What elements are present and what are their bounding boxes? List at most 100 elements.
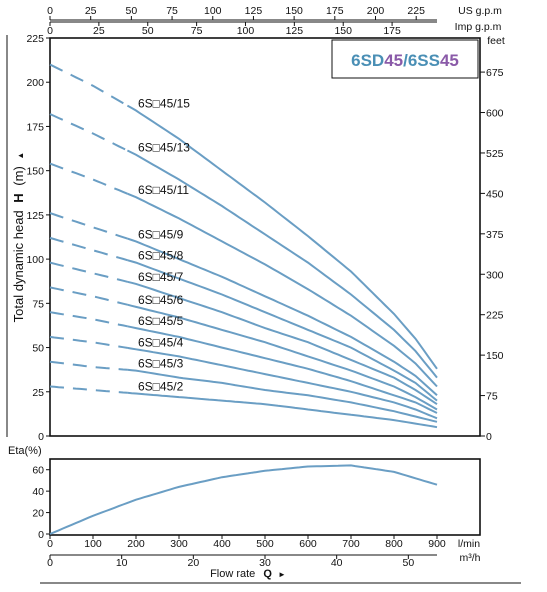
top1-tick-label: 150	[285, 5, 303, 17]
head-y-tick-label: 125	[26, 210, 44, 222]
head-curve-label: 6S□45/11	[138, 183, 189, 197]
head-feet-tick-label: 150	[486, 350, 504, 362]
head-feet-tick-label: 600	[486, 108, 504, 120]
flow-m3h-tick-label: 40	[331, 557, 343, 569]
head-curve-label: 6S□45/9	[138, 227, 184, 241]
flow-m3h-tick-label: 30	[259, 557, 271, 569]
head-curve-dashed	[49, 360, 128, 371]
head-curve-dashed	[49, 236, 128, 262]
flow-lmin-tick-label: 500	[256, 538, 274, 550]
head-curve-label: 6S□45/8	[138, 249, 184, 263]
flow-axis-symbol: Q	[263, 568, 272, 580]
flow-lmin-tick-label: 800	[385, 538, 403, 550]
head-y-tick-label: 100	[26, 254, 44, 266]
head-curve-solid	[127, 346, 438, 420]
flow-lmin-tick-label: 0	[47, 538, 53, 550]
flow-axis-label-text: Flow rate	[210, 568, 255, 580]
head-y-axis-label: Total dynamic head H (m) ▲	[11, 152, 26, 323]
eta-curve-line	[49, 464, 438, 535]
head-curve-label: 6S□45/6	[138, 293, 184, 307]
top2-tick-label: 175	[383, 25, 401, 37]
head-curve-dashed	[49, 212, 128, 240]
head-feet-tick-label: 525	[486, 148, 504, 160]
top2-tick-label: 75	[191, 25, 203, 37]
eta-y-tick-label: 60	[32, 465, 44, 477]
top1-tick-label: 175	[326, 5, 344, 17]
head-y-axis-symbol: H	[11, 193, 26, 202]
head-curve-solid	[127, 259, 438, 402]
eta-y-tick-label: 0	[38, 529, 44, 541]
head-curve-dashed	[49, 113, 128, 152]
flow-m3h-tick-label: 10	[116, 557, 128, 569]
head-curve-solid	[127, 391, 438, 429]
top-axis-imp-gpm: 0 25 50 75 100 125 150 175 Imp g.p.m	[47, 21, 502, 37]
head-y-axis-label-text: Total dynamic head	[11, 210, 26, 322]
top1-tick-label: 75	[166, 5, 178, 17]
head-curve-label: 6S□45/15	[138, 97, 190, 111]
top2-tick-label: 150	[334, 25, 352, 37]
flow-m3h-unit: m³/h	[460, 552, 481, 564]
eta-y-axis-ticks: 0 20 40 60	[32, 465, 50, 541]
head-curve-label: 6S□45/5	[138, 314, 184, 328]
top1-tick-label: 200	[367, 5, 385, 17]
flow-m3h-tick-label: 0	[47, 557, 53, 569]
head-curve-solid	[127, 192, 438, 388]
head-feet-tick-label: 225	[486, 310, 504, 322]
head-y-axis-arrow: ▲	[16, 152, 25, 160]
head-curve-label: 6S□45/7	[138, 270, 184, 284]
head-y-tick-label: 0	[38, 431, 44, 443]
top1-tick-label: 50	[126, 5, 138, 17]
head-y-tick-label: 225	[26, 33, 44, 45]
title-part-2: 45	[384, 51, 403, 70]
flow-lmin-axis-ticks: 0 100 200 300 400 500 600 700 800 900	[47, 535, 446, 550]
eta-y-tick-label: 40	[32, 486, 44, 498]
title-part-4: 45	[440, 51, 459, 70]
head-y-tick-label: 175	[26, 121, 44, 133]
top2-tick-label: 125	[286, 25, 304, 37]
head-plot-frame	[49, 37, 481, 437]
head-feet-tick-label: 675	[486, 67, 504, 79]
top-axis-us-gpm: 0 25 50 75 100 125 150 175 200 225 US g.p.m	[47, 5, 502, 21]
head-curve-dashed	[49, 63, 128, 107]
top-axis-us-gpm-unit: US g.p.m	[458, 5, 502, 17]
flow-lmin-tick-label: 900	[428, 538, 446, 550]
head-curve-dashed	[49, 162, 128, 195]
head-curve-dashed	[49, 261, 128, 283]
head-feet-tick-label: 75	[486, 391, 498, 403]
head-y-tick-label: 50	[32, 343, 44, 355]
head-y-axis-unit: (m)	[11, 166, 26, 186]
top1-tick-label: 225	[407, 5, 425, 17]
head-curve-labels: 6S□45/15 6S□45/13 6S□45/11 6S□45/9 6S□45/8 6S…	[138, 97, 190, 394]
flow-lmin-tick-label: 700	[342, 538, 360, 550]
flow-axis-arrow: ►	[278, 570, 286, 579]
flow-lmin-tick-label: 400	[213, 538, 231, 550]
head-curves	[49, 63, 438, 429]
flow-axis-label: Flow rate Q ►	[210, 568, 286, 580]
top1-tick-label: 0	[47, 5, 53, 17]
head-y-tick-label: 25	[32, 387, 44, 399]
head-feet-tick-label: 300	[486, 269, 504, 281]
top2-tick-label: 25	[93, 25, 105, 37]
title-box-border	[331, 39, 479, 79]
chart-title: 6SD45/6SS45	[351, 51, 459, 70]
flow-m3h-tick-label: 20	[187, 557, 199, 569]
top2-tick-label: 100	[237, 25, 255, 37]
head-curve-solid	[126, 104, 438, 370]
flow-lmin-tick-label: 200	[127, 538, 145, 550]
flow-lmin-tick-label: 600	[299, 538, 317, 550]
title-part-3: /6SS	[403, 51, 440, 70]
flow-lmin-tick-label: 100	[84, 538, 102, 550]
head-curve-solid	[126, 149, 438, 379]
head-curve-dashed	[49, 385, 128, 394]
head-curve-dashed	[49, 335, 128, 349]
head-feet-axis-ticks: 0 75 150 225 300 375 450 525 600 675	[480, 67, 504, 443]
head-curve-dashed	[49, 286, 128, 306]
head-y-axis-ticks: 0 25 50 75 100 125 150 175 200 225	[26, 33, 50, 443]
top1-tick-label: 100	[204, 5, 222, 17]
head-feet-tick-label: 0	[486, 431, 492, 443]
head-y-tick-label: 75	[32, 298, 44, 310]
top1-tick-label: 125	[245, 5, 263, 17]
head-curve-label: 6S□45/4	[138, 335, 184, 349]
flow-lmin-unit: l/min	[458, 538, 480, 550]
